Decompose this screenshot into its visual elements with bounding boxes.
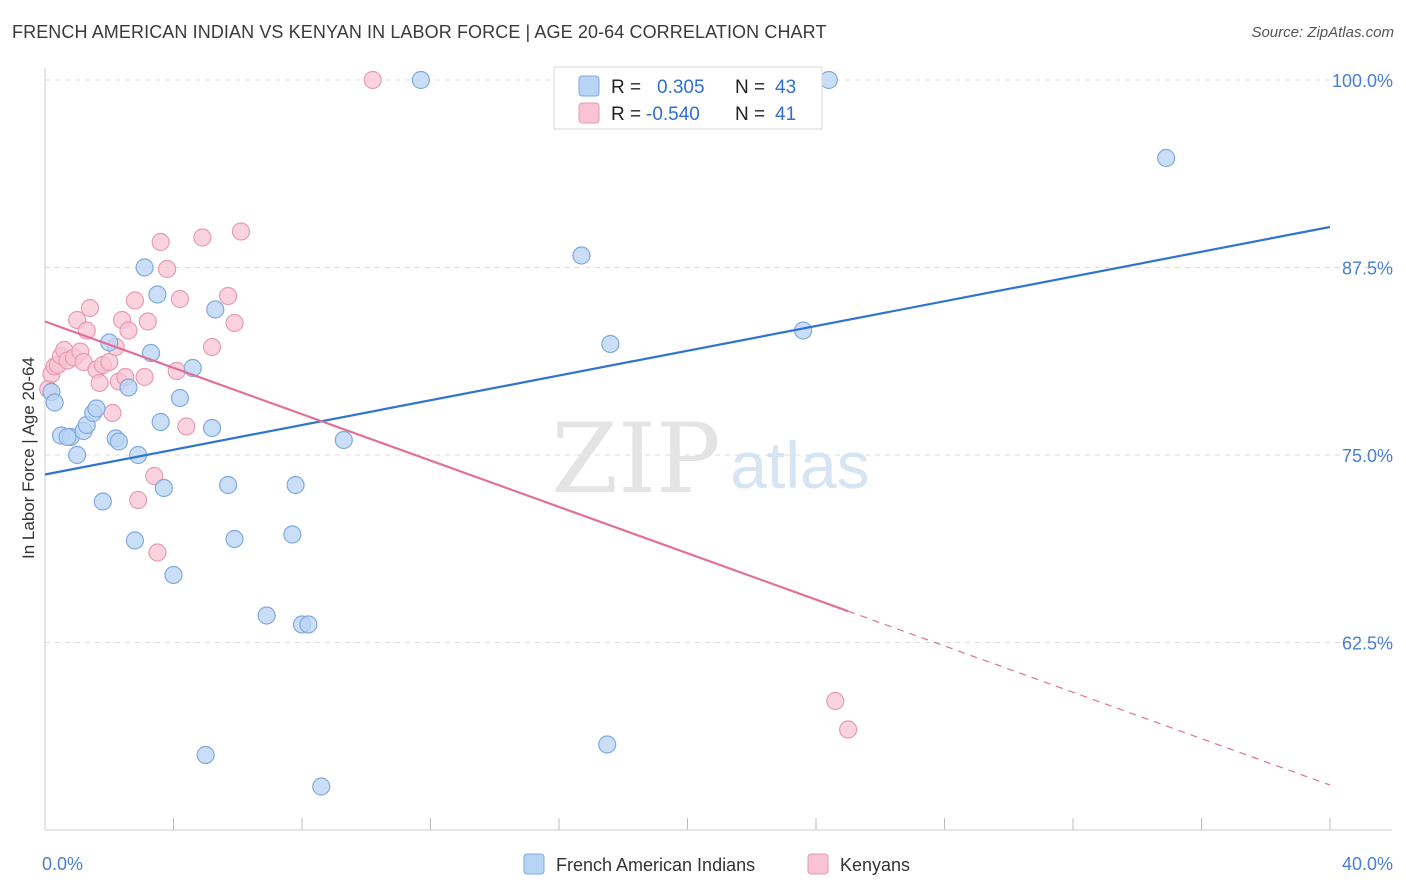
kenyan-point: [225, 313, 244, 333]
kenyan-point: [103, 403, 122, 423]
french-american-indian-point: [68, 445, 87, 465]
series-swatch-blue: [523, 853, 545, 875]
legend-swatch-blue: [578, 75, 600, 97]
french-american-indian-point: [334, 430, 353, 450]
kenyan-point: [80, 298, 100, 318]
kenyan-point: [151, 232, 170, 252]
y-axis-label: In Labor Force | Age 20-64: [19, 357, 38, 559]
kenyan-point: [125, 291, 145, 310]
x-tick-label: 40.0%: [1342, 854, 1393, 874]
kenyan-point: [129, 490, 148, 510]
french-american-indian-point: [109, 432, 128, 451]
legend-n-label: N =: [735, 104, 765, 125]
series-legend: French American Indians Kenyans: [523, 853, 910, 875]
kenyan-point: [119, 321, 138, 340]
watermark-atlas: atlas: [730, 428, 869, 502]
french-american-indian-point: [151, 412, 170, 432]
french-american-indian-point: [45, 393, 64, 412]
french-american-indian-point: [93, 492, 112, 511]
legend-r-label: R =: [611, 104, 641, 125]
legend-r-value: -0.540: [646, 104, 700, 125]
french-american-indian-point: [202, 418, 222, 438]
kenyan-point: [135, 367, 154, 387]
legend-n-label: N =: [735, 77, 765, 98]
french-american-indians-points: [42, 70, 1176, 796]
kenyan-point: [157, 259, 177, 279]
kenyan-point: [826, 691, 845, 711]
grid-lines: [45, 79, 1392, 643]
french-american-indian-point: [411, 70, 430, 90]
french-american-indian-point: [196, 745, 215, 765]
french-american-indian-point: [164, 565, 183, 585]
french-american-indian-point: [87, 399, 106, 418]
y-axis-title: In Labor Force | Age 20-64: [19, 357, 38, 559]
french-american-indian-point: [135, 258, 154, 277]
axes: [44, 68, 1392, 831]
french-american-indian-point: [257, 606, 276, 625]
french-american-indian-point: [1157, 148, 1176, 168]
pink-trend-extension: [847, 610, 1331, 786]
series-label-kenyans: Kenyans: [840, 855, 910, 875]
kenyan-point: [231, 222, 251, 241]
series-swatch-pink: [807, 853, 829, 875]
french-american-indian-point: [598, 735, 617, 754]
french-american-indian-point: [219, 475, 238, 495]
kenyan-point: [145, 466, 164, 486]
french-american-indian-point: [225, 529, 244, 549]
french-american-indian-point: [148, 285, 167, 304]
y-tick-label: 87.5%: [1342, 259, 1393, 279]
french-american-indian-point: [58, 427, 77, 447]
french-american-indian-point: [601, 334, 620, 354]
french-american-indian-point: [170, 388, 190, 408]
kenyan-point: [138, 312, 157, 331]
legend-swatch-pink: [578, 102, 600, 124]
french-american-indian-point: [119, 378, 138, 397]
chart-title: FRENCH AMERICAN INDIAN VS KENYAN IN LABO…: [12, 22, 827, 42]
kenyan-point: [363, 70, 382, 90]
x-tick-label: 0.0%: [42, 854, 83, 874]
kenyan-point: [219, 286, 238, 306]
french-american-indian-point: [154, 478, 173, 498]
french-american-indian-point: [312, 777, 331, 796]
french-american-indian-point: [283, 525, 302, 544]
legend-r-label: R =: [611, 77, 641, 98]
french-american-indian-point: [819, 70, 838, 90]
y-tick-label: 75.0%: [1342, 446, 1393, 466]
stats-legend: R = 0.305 N = 43 R = -0.540 N = 41: [553, 66, 823, 130]
french-american-indian-point: [572, 246, 591, 265]
kenyan-point: [148, 543, 167, 562]
french-american-indian-point: [125, 531, 145, 550]
pink-trend-line: [44, 320, 849, 613]
kenyan-point: [100, 352, 119, 372]
trend-lines: [44, 225, 1331, 786]
watermark-zip: ZIP: [551, 403, 720, 515]
kenyans-points: [39, 70, 858, 739]
french-american-indian-point: [286, 475, 305, 495]
kenyan-point: [177, 417, 196, 436]
french-american-indian-point: [299, 615, 318, 634]
kenyan-point: [193, 228, 212, 247]
kenyan-point: [90, 373, 109, 393]
kenyan-point: [170, 289, 190, 309]
kenyan-point: [202, 337, 222, 357]
source-label: Source: ZipAtlas.com: [1251, 24, 1394, 41]
y-tick-label: 62.5%: [1342, 634, 1393, 654]
legend-n-value: 41: [775, 104, 796, 125]
series-label-french-american-indians: French American Indians: [556, 855, 755, 875]
watermark: ZIP atlas: [551, 403, 869, 515]
blue-trend-line: [44, 225, 1331, 476]
french-american-indian-point: [206, 300, 225, 319]
y-tick-label: 100.0%: [1332, 71, 1393, 91]
tick-labels: 100.0% 87.5% 75.0% 62.5% 0.0% 40.0%: [42, 71, 1393, 874]
legend-r-value: 0.305: [657, 77, 705, 98]
legend-n-value: 43: [775, 77, 796, 98]
kenyan-point: [839, 720, 858, 739]
